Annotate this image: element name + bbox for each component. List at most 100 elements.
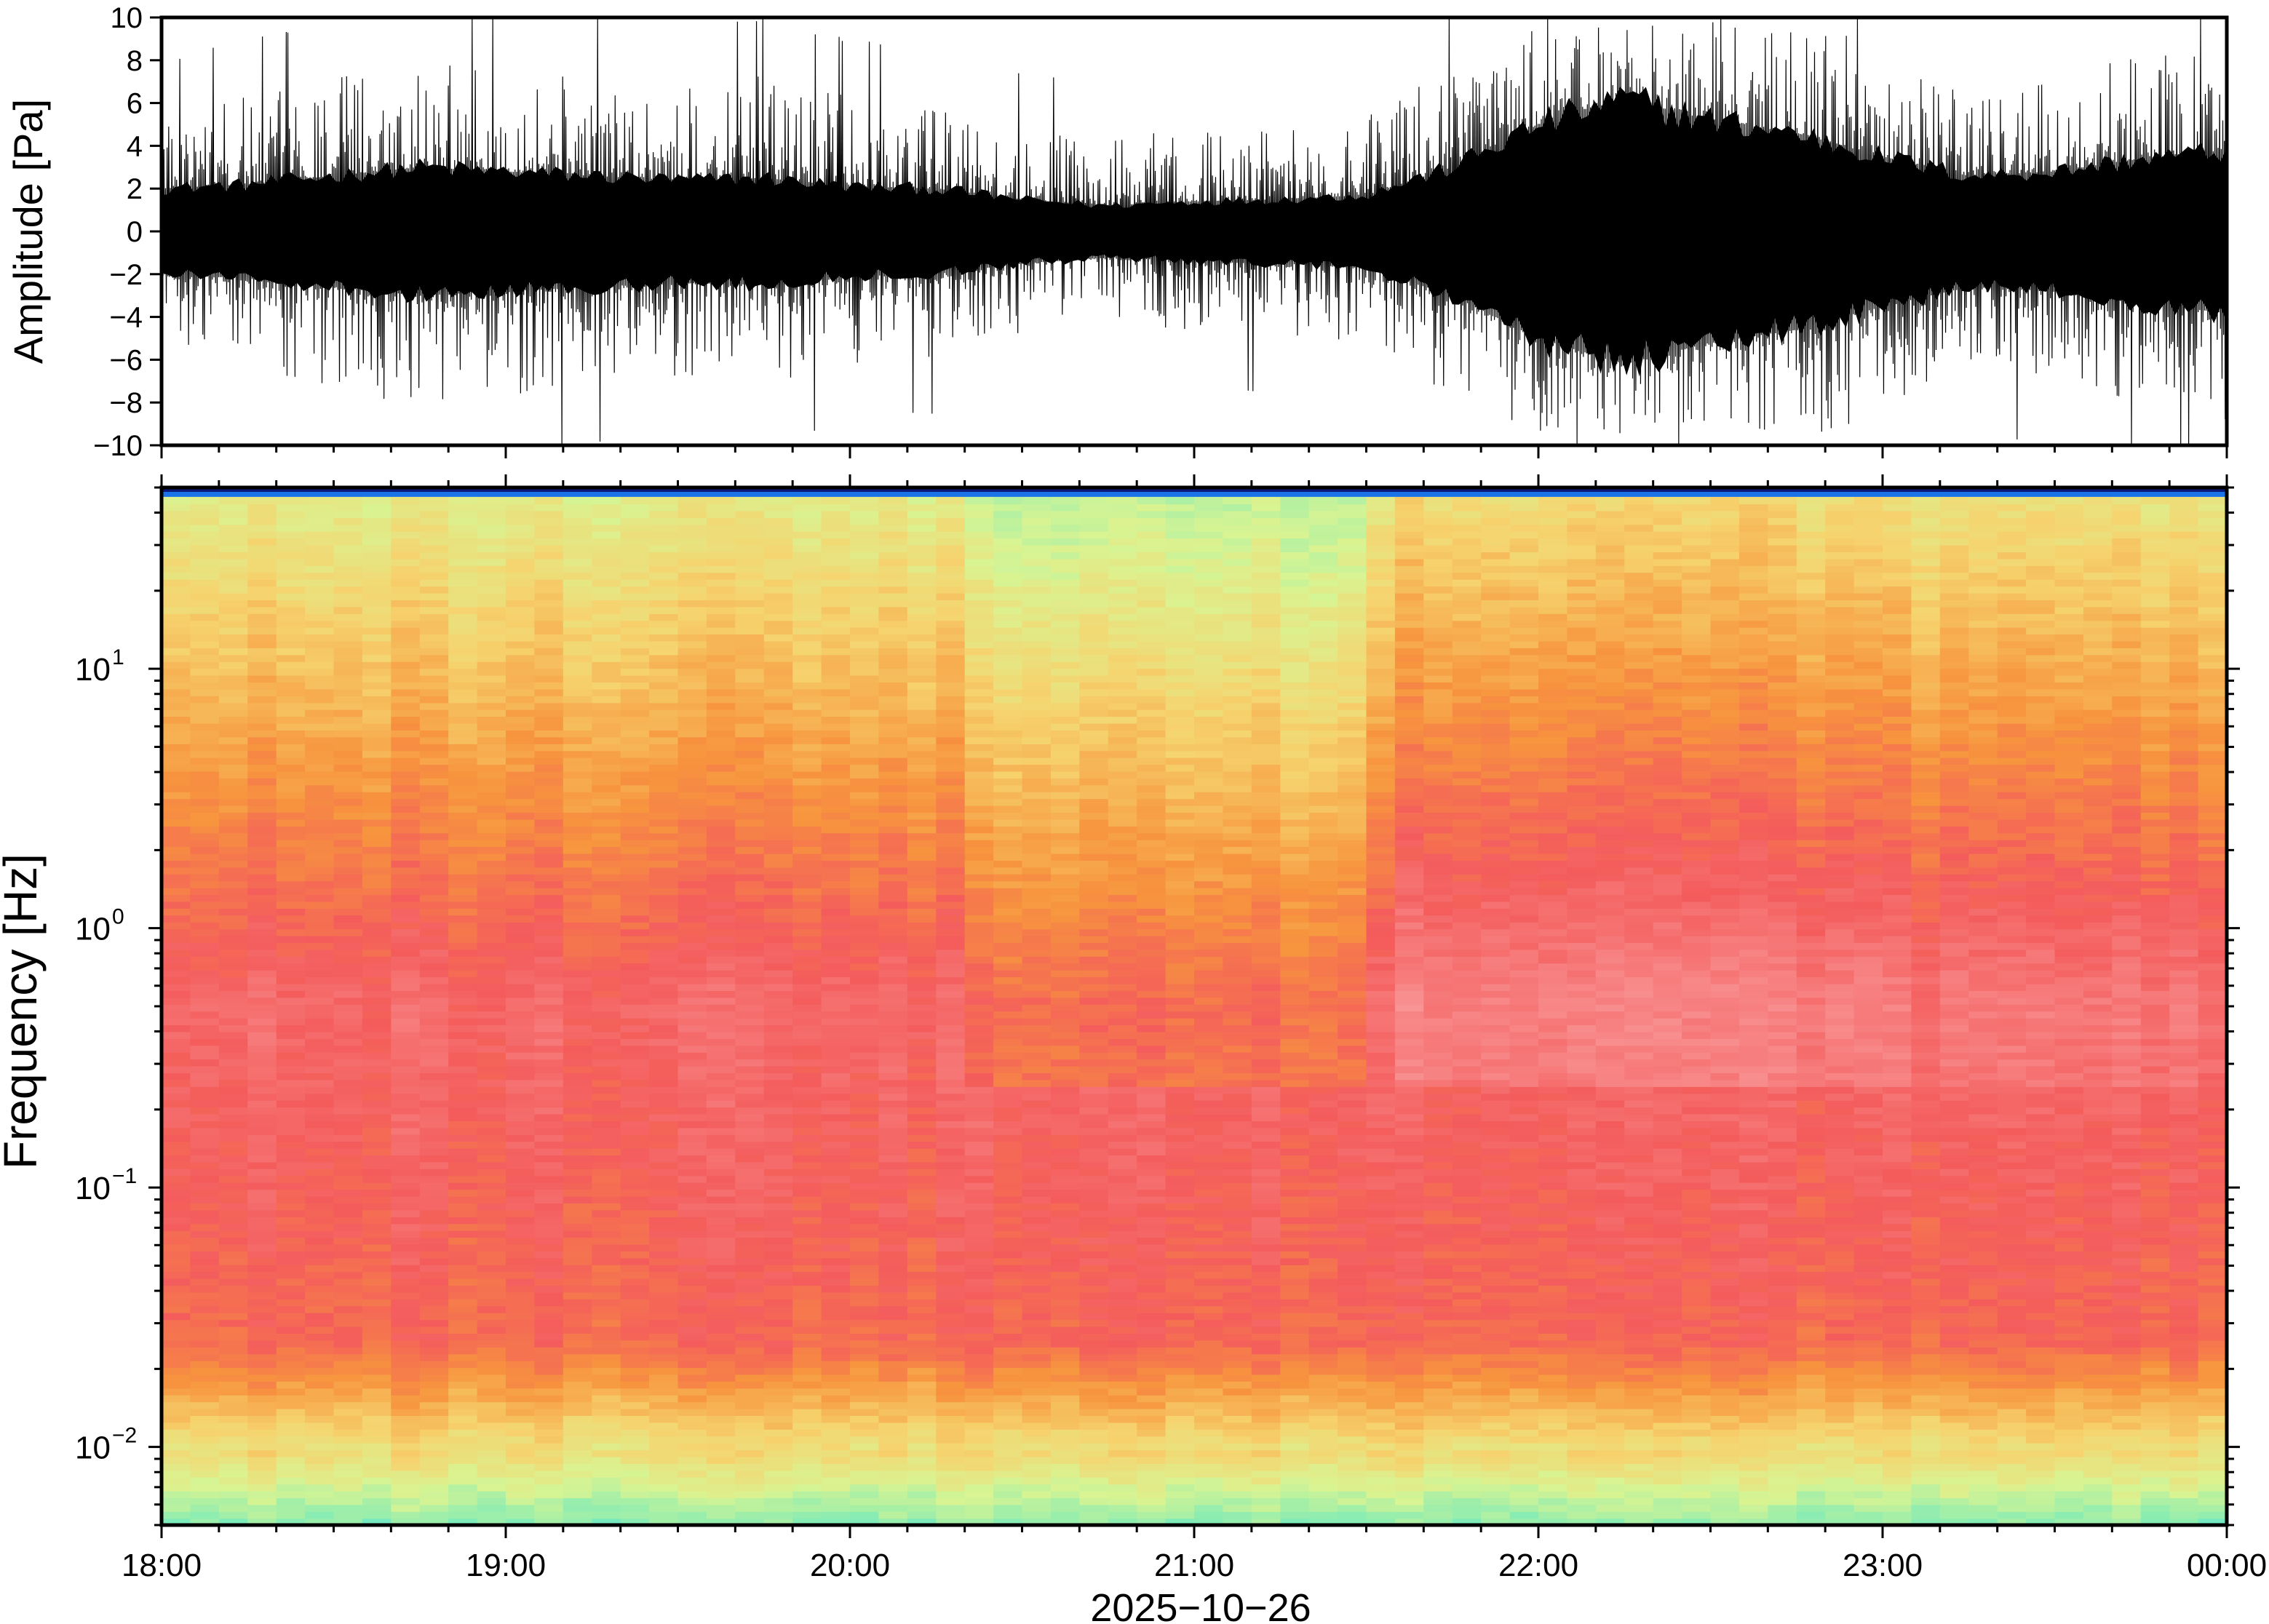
spectrogram-cell <box>506 969 536 978</box>
spectrogram-cell <box>620 839 650 848</box>
spectrogram-cell <box>878 1031 908 1039</box>
spectrogram-cell <box>850 744 880 752</box>
spectrogram-cell <box>1050 517 1081 525</box>
spectrogram-cell <box>305 626 335 635</box>
spectrogram-cell <box>1079 606 1109 614</box>
waveform-trace <box>161 17 2228 446</box>
spectrogram-cell <box>620 1121 650 1129</box>
spectrogram-cell <box>276 908 306 916</box>
spectrogram-cell <box>190 1326 220 1334</box>
spectrogram-cell <box>276 1285 306 1293</box>
spectrogram-cell <box>448 1436 478 1444</box>
spectrogram-cell <box>448 1243 478 1251</box>
spectrogram-cell <box>276 1079 306 1087</box>
spectrogram-cell <box>247 1395 277 1403</box>
spectrogram-cell <box>190 1367 220 1375</box>
spectrogram-cell <box>592 1079 621 1087</box>
spectrogram-cell <box>850 1388 880 1396</box>
spectrogram-cell <box>763 880 793 888</box>
spectrogram-cell <box>821 1209 851 1217</box>
spectrogram-cell <box>907 1223 937 1231</box>
spectrogram-cell <box>763 613 793 621</box>
spectrogram-cell <box>534 565 564 573</box>
spectrogram-cell <box>190 517 220 525</box>
spectrogram-cell <box>190 1031 220 1039</box>
spectrogram-cell <box>592 1449 621 1457</box>
spectrogram-cell <box>649 1107 679 1115</box>
spectrogram-cell <box>448 1147 478 1156</box>
spectrogram-cell <box>936 1271 966 1279</box>
spectrogram-cell <box>477 1099 506 1108</box>
spectrogram-cell <box>936 1381 966 1389</box>
spectrogram-cell <box>677 1086 707 1094</box>
spectrogram-cell <box>477 1319 506 1327</box>
spectrogram-cell <box>936 1203 966 1211</box>
spectrogram-cell <box>1022 716 1052 724</box>
spectrogram-cell <box>448 1099 478 1108</box>
spectrogram-cell <box>821 997 851 1005</box>
spectrogram-cell <box>506 620 536 628</box>
spectrogram-cell <box>218 1059 248 1067</box>
spectrogram-cell <box>1079 736 1109 744</box>
spectrogram-cell <box>878 682 908 690</box>
spectrogram-cell <box>878 1209 908 1217</box>
spectrogram-cell <box>477 674 506 682</box>
spectrogram-cell <box>706 592 736 600</box>
spectrogram-cell <box>218 1086 248 1094</box>
spectrogram-cell <box>362 935 392 943</box>
spectrogram-cell <box>763 709 793 717</box>
spectrogram-cell <box>247 1045 277 1053</box>
spectrogram-cell <box>592 552 621 560</box>
spectrogram-cell <box>162 1031 191 1039</box>
spectrogram-cell <box>993 969 1023 978</box>
spectrogram-cell <box>878 915 908 923</box>
spectrogram-cell <box>620 1093 650 1101</box>
spectrogram-cell <box>162 942 191 950</box>
spectrogram-cell <box>448 696 478 704</box>
spectrogram-cell <box>620 1024 650 1032</box>
spectrogram-cell <box>907 922 937 930</box>
spectrogram-cell <box>964 640 994 648</box>
spectrogram-cell <box>706 874 736 882</box>
spectrogram-cell <box>218 1024 248 1032</box>
spectrogram-cell <box>907 1395 937 1403</box>
spectrogram-cell <box>649 1155 679 1163</box>
spectrogram-cell <box>649 661 679 669</box>
spectrogram-cell <box>362 969 392 978</box>
spectrogram-cell <box>792 1518 822 1526</box>
spectrogram-cell <box>391 517 421 525</box>
spectrogram-cell <box>218 544 248 553</box>
spectrogram-cell <box>850 1237 880 1245</box>
spectrogram-cell <box>620 496 650 505</box>
spectrogram-cell <box>506 1161 536 1169</box>
spectrogram-cell <box>706 1141 736 1149</box>
spectrogram-cell <box>362 1504 392 1512</box>
spectrogram-cell <box>649 1099 679 1108</box>
spectrogram-cell <box>907 674 937 682</box>
spectrogram-cell <box>362 860 392 868</box>
spectrogram-cell <box>534 1065 564 1073</box>
spectrogram-cell <box>964 887 994 896</box>
spectrogram-cell <box>964 1024 994 1032</box>
spectrogram-cell <box>247 1429 277 1437</box>
spectrogram-cell <box>792 1305 822 1313</box>
spectrogram-cell <box>1079 1079 1109 1087</box>
spectrogram-cell <box>706 942 736 950</box>
spectrogram-cell <box>1050 1072 1081 1080</box>
spectrogram-cell <box>391 682 421 690</box>
spectrogram-cell <box>878 1237 908 1245</box>
spectrogram-cell <box>821 1456 851 1464</box>
spectrogram-cell <box>506 1408 536 1416</box>
spectrogram-cell <box>1079 1113 1109 1121</box>
spectrogram-cell <box>362 1326 392 1334</box>
spectrogram-cell <box>534 798 564 806</box>
spectrogram-cell <box>362 1484 392 1492</box>
spectrogram-cell <box>878 1217 908 1225</box>
spectrogram-cell <box>534 1340 564 1348</box>
spectrogram-cell <box>850 826 880 834</box>
spectrogram-cell <box>763 1319 793 1327</box>
spectrogram-cell <box>391 688 421 696</box>
spectrogram-cell <box>763 1326 793 1334</box>
spectrogram-cell <box>563 688 592 696</box>
spectrogram-cell <box>763 1052 793 1060</box>
